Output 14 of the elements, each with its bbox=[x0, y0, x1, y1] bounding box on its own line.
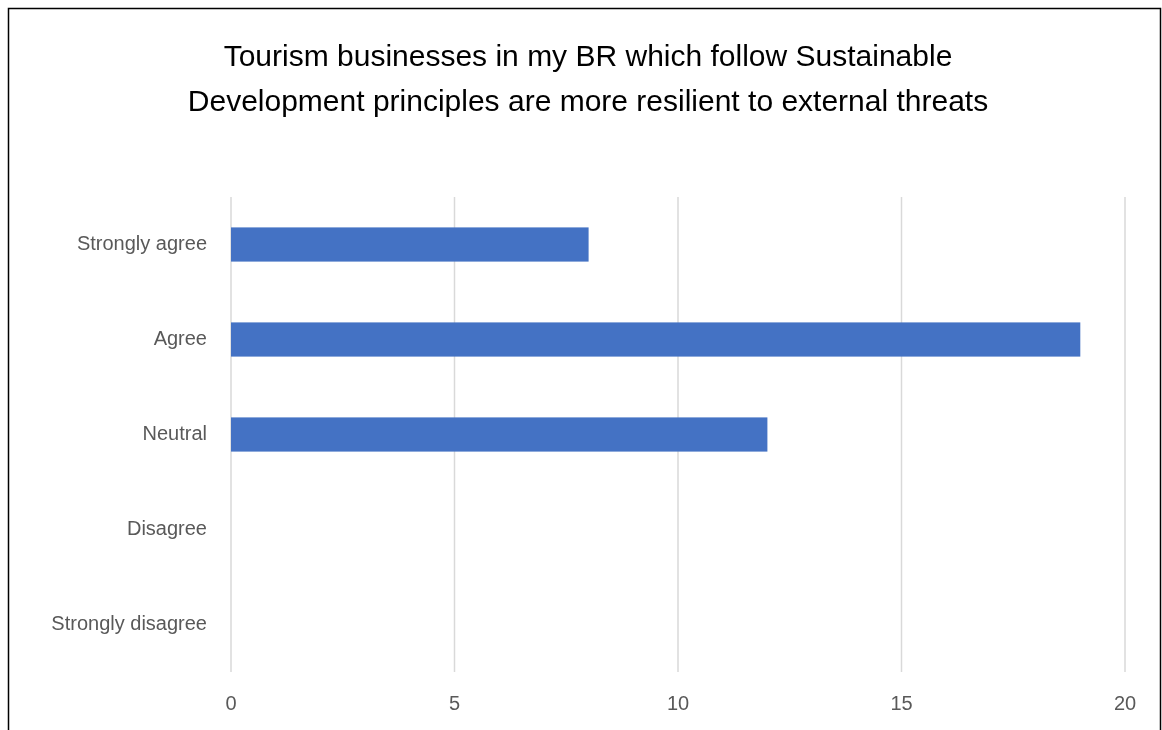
x-tick-label: 15 bbox=[890, 692, 913, 714]
x-tick-label: 20 bbox=[1113, 692, 1137, 714]
chart-title: Tourism businesses in my BR which follow Sustainable Development principles are more resilient to external threats bbox=[187, 39, 989, 117]
y-tick-label: Agree bbox=[153, 326, 207, 349]
y-tick-label: Strongly disagree bbox=[51, 611, 207, 634]
bar bbox=[231, 227, 589, 262]
x-tick-label: 10 bbox=[666, 692, 690, 714]
y-tick-label: Neutral bbox=[142, 421, 207, 444]
x-tick-label: 5 bbox=[448, 692, 461, 714]
y-tick-label: Strongly agree bbox=[76, 231, 207, 254]
y-tick-label: Disagree bbox=[126, 516, 207, 539]
bar bbox=[231, 322, 1081, 357]
x-tick-label: 0 bbox=[225, 692, 237, 714]
bar bbox=[231, 417, 768, 452]
